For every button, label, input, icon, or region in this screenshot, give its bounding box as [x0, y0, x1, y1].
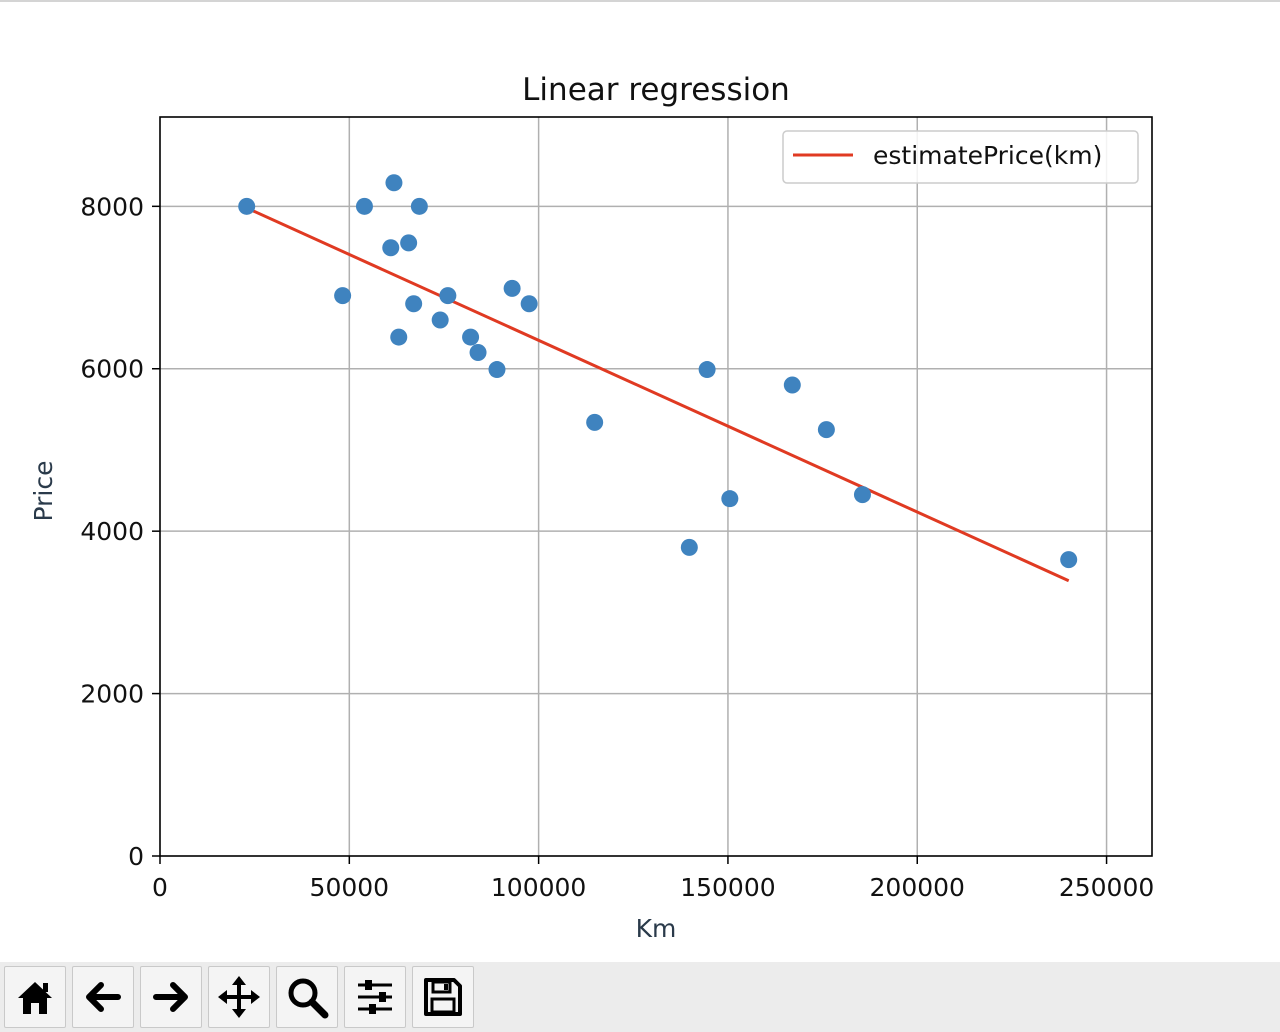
data-point	[721, 490, 739, 508]
data-point	[817, 421, 835, 439]
data-point	[698, 361, 716, 379]
zoom-icon	[288, 978, 329, 1019]
window-top-border	[0, 0, 1280, 2]
pan-button[interactable]	[208, 966, 270, 1028]
y-tick-label: 8000	[80, 192, 144, 221]
data-point	[462, 328, 480, 346]
data-point	[520, 295, 538, 313]
configure-subplots-button[interactable]	[344, 966, 406, 1028]
x-tick-label: 250000	[1059, 873, 1154, 902]
home-icon	[18, 982, 52, 1014]
chart: 0 50000 100000 150000 200000 250000 0 2000 4000 6…	[0, 2, 1280, 962]
x-tick-label: 150000	[680, 873, 775, 902]
ticks: 0 50000 100000 150000 200000 250000 0 2000 4000 6…	[80, 192, 1154, 902]
data-point	[334, 287, 352, 305]
y-tick-label: 6000	[80, 355, 144, 384]
data-point	[410, 197, 428, 215]
regression-line-layer	[246, 206, 1070, 583]
x-tick-label: 200000	[870, 873, 965, 902]
navigation-toolbar	[0, 962, 1280, 1032]
y-tick-label: 2000	[80, 680, 144, 709]
back-arrow-icon	[86, 982, 121, 1012]
zoom-button[interactable]	[276, 966, 338, 1028]
regression-line	[246, 206, 1070, 583]
x-tick-label: 0	[152, 873, 168, 902]
home-button[interactable]	[4, 966, 66, 1028]
legend: estimatePrice(km)	[782, 130, 1139, 184]
data-point	[680, 538, 698, 556]
data-point	[439, 287, 457, 305]
data-point	[400, 234, 418, 252]
scatter-points	[238, 174, 1078, 569]
data-point	[355, 197, 373, 215]
axes-frame	[159, 116, 1153, 857]
configure-subplots-icon	[358, 980, 392, 1014]
data-point	[385, 174, 403, 192]
y-tick-label: 0	[128, 842, 144, 871]
y-tick-label: 4000	[80, 517, 144, 546]
data-point	[431, 311, 449, 329]
data-point	[469, 344, 487, 362]
save-icon	[424, 978, 462, 1016]
data-point	[1060, 551, 1078, 569]
x-tick-label: 50000	[310, 873, 390, 902]
data-point	[238, 197, 256, 215]
back-button[interactable]	[72, 966, 134, 1028]
data-point	[586, 413, 604, 431]
legend-box	[782, 130, 1139, 184]
data-point	[390, 328, 408, 346]
chart-title: Linear regression	[522, 72, 790, 108]
x-axis-label: Km	[636, 914, 677, 943]
legend-entry-label: estimatePrice(km)	[873, 141, 1102, 170]
data-point	[405, 295, 423, 313]
data-point	[503, 279, 521, 297]
forward-arrow-icon	[153, 982, 188, 1012]
pan-icon	[218, 976, 260, 1018]
data-point	[853, 486, 871, 504]
forward-button[interactable]	[140, 966, 202, 1028]
grid	[160, 117, 1152, 856]
data-point	[783, 376, 801, 394]
data-point	[488, 361, 506, 379]
x-tick-label: 100000	[491, 873, 586, 902]
y-axis-label: Price	[29, 461, 58, 522]
figure: 0 50000 100000 150000 200000 250000 0 2000 4000 6…	[0, 2, 1280, 962]
data-point	[382, 239, 400, 257]
save-button[interactable]	[412, 966, 474, 1028]
